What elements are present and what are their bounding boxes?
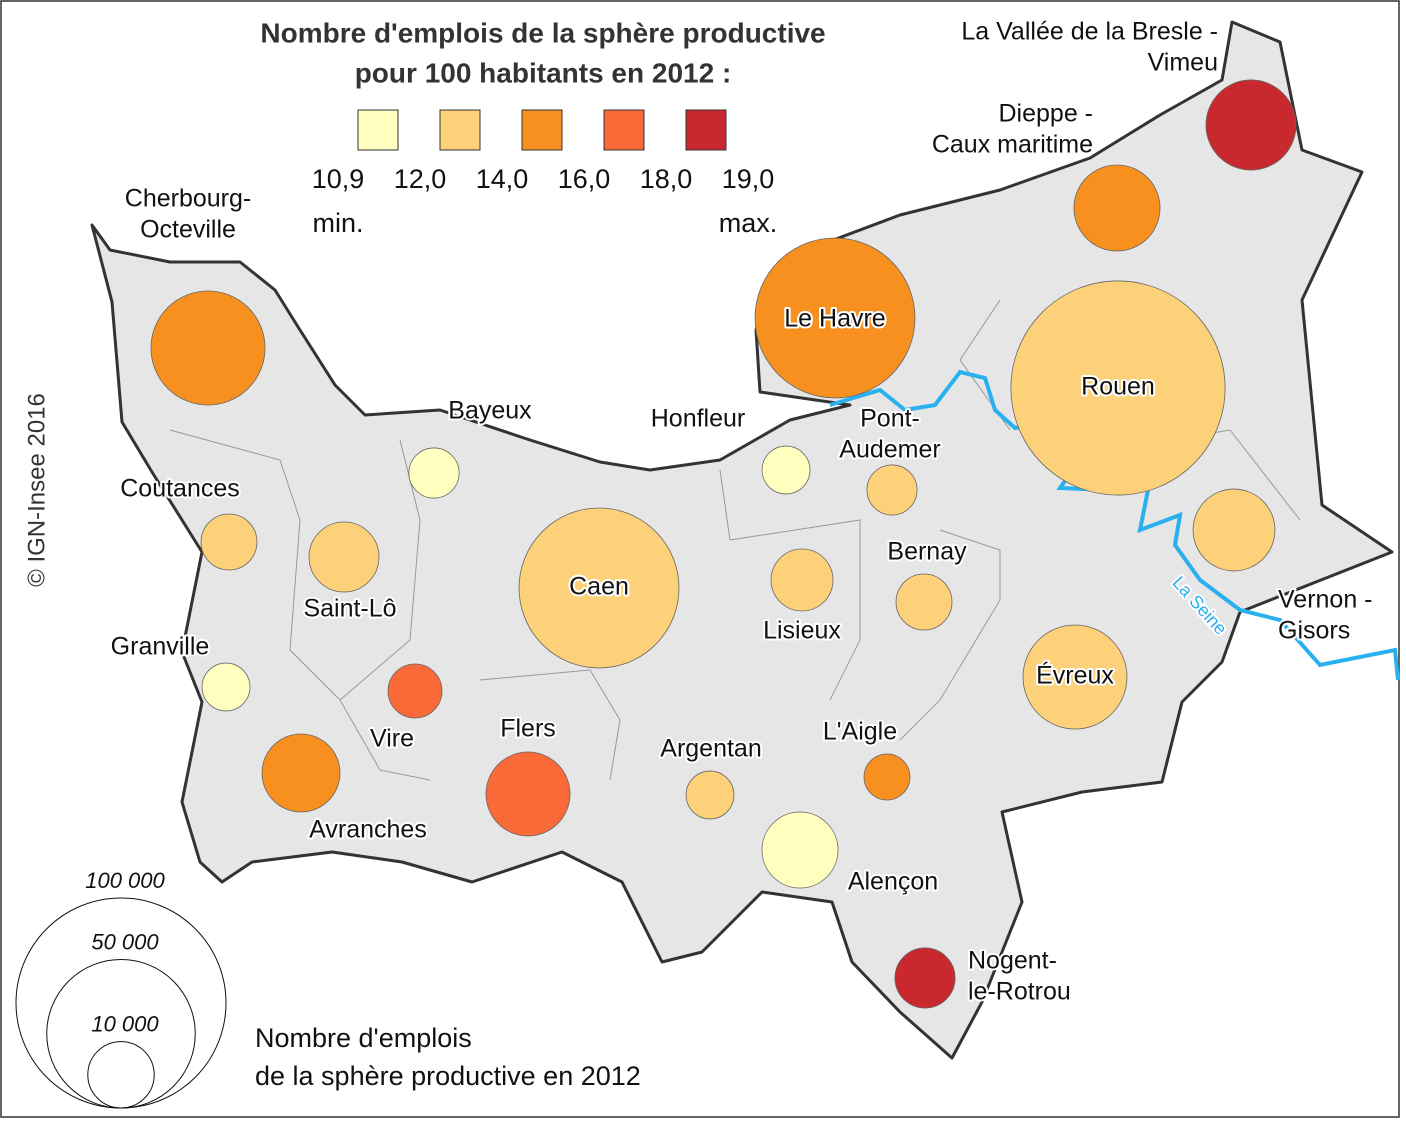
zone-label: Nogent- xyxy=(968,947,1057,975)
zone-bubble xyxy=(770,548,834,612)
zone-bubble xyxy=(754,237,916,399)
zone-bubble xyxy=(261,733,341,813)
zone-label: Vernon - xyxy=(1278,586,1373,614)
legend-max: max. xyxy=(719,208,778,238)
legend-swatch xyxy=(603,109,645,151)
zone-label: Caen xyxy=(569,573,629,601)
zone-label: Pont- xyxy=(860,405,920,433)
zone-label: Bayeux xyxy=(448,397,532,425)
zone-bubble xyxy=(863,753,911,801)
zone-label: L'Aigle xyxy=(823,718,897,746)
zone-bubble xyxy=(150,290,266,406)
zone-label: Argentan xyxy=(660,735,761,763)
legend-break: 12,0 xyxy=(394,164,447,194)
zone-bubble xyxy=(201,662,251,712)
zone-label: Cherbourg- xyxy=(125,185,251,213)
zone-bubble xyxy=(200,513,258,571)
zone-bubble xyxy=(685,770,735,820)
legend-break: 16,0 xyxy=(558,164,611,194)
zone-bubble xyxy=(408,447,460,499)
zone-label: Le Havre xyxy=(784,305,885,333)
zone-label: Gisors xyxy=(1278,617,1350,645)
zone-label: le-Rotrou xyxy=(968,978,1071,1006)
title: Nombre d'emplois de la sphère productive xyxy=(260,17,825,48)
zone-label: Alençon xyxy=(848,868,938,896)
legend-min: min. xyxy=(312,208,363,238)
zone-label: Honfleur xyxy=(651,405,746,433)
size-legend-caption: de la sphère productive en 2012 xyxy=(255,1061,641,1091)
zone-label: Évreux xyxy=(1036,661,1114,690)
zone-bubble xyxy=(761,445,811,495)
zone-bubble xyxy=(308,521,380,593)
legend-swatch xyxy=(439,109,481,151)
zone-bubble xyxy=(761,811,839,889)
zone-label: Rouen xyxy=(1081,373,1155,401)
zone-label: Saint-Lô xyxy=(303,595,396,623)
title: pour 100 habitants en 2012 : xyxy=(355,57,732,88)
zone-bubble xyxy=(518,507,680,669)
zone-bubble xyxy=(1010,280,1226,496)
zone-label: Audemer xyxy=(839,436,940,464)
zone-label: Dieppe - xyxy=(999,100,1094,128)
size-legend-caption: Nombre d'emplois xyxy=(255,1023,472,1053)
zone-label: La Vallée de la Bresle - xyxy=(961,18,1218,46)
zone-label: Granville xyxy=(111,633,210,661)
legend-swatch xyxy=(521,109,563,151)
zone-bubble xyxy=(485,751,571,837)
district-borders xyxy=(169,299,1301,781)
zone-bubble xyxy=(1073,164,1161,252)
zone-label: Avranches xyxy=(309,816,427,844)
size-legend-label: 50 000 xyxy=(91,929,159,954)
legend-break: 10,9 xyxy=(312,164,365,194)
zone-label: Flers xyxy=(500,715,556,743)
zone-label: Vire xyxy=(370,725,414,753)
zone-bubble xyxy=(866,464,918,516)
zone-bubble xyxy=(387,663,443,719)
zone-bubble xyxy=(894,947,956,1009)
legend-break: 18,0 xyxy=(640,164,693,194)
zone-label: Bernay xyxy=(887,538,967,566)
zone-bubble xyxy=(1192,488,1276,572)
zone-bubble xyxy=(1205,79,1297,171)
zone-label: Octeville xyxy=(140,216,236,244)
size-legend-label: 10 000 xyxy=(91,1011,159,1036)
zone-label: Lisieux xyxy=(763,617,841,645)
zone-label: Coutances xyxy=(120,475,240,503)
zone-bubble xyxy=(895,573,953,631)
legend-break: 19,0 xyxy=(722,164,775,194)
legend-swatch xyxy=(685,109,727,151)
copyright: © IGN-Insee 2016 xyxy=(23,393,50,587)
size-legend-circle xyxy=(87,1041,155,1109)
legend-swatch xyxy=(357,109,399,151)
legend-break: 14,0 xyxy=(476,164,529,194)
zone-label: Vimeu xyxy=(1148,49,1218,77)
zone-label: Caux maritime xyxy=(932,131,1093,159)
size-legend-label: 100 000 xyxy=(85,868,165,893)
zone-bubble xyxy=(1022,624,1128,730)
